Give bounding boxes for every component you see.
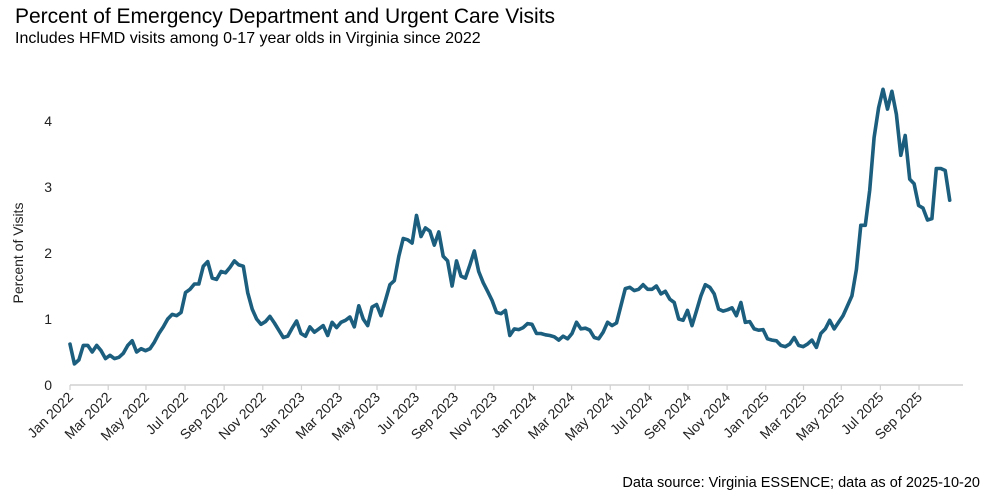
data-source-note: Data source: Virginia ESSENCE; data as o…: [622, 475, 980, 491]
y-tick-label: 2: [44, 245, 52, 261]
y-tick-label: 1: [44, 311, 52, 327]
y-axis-title: Percent of Visits: [10, 203, 26, 304]
series-line: [68, 87, 952, 366]
y-tick-label: 4: [44, 113, 52, 129]
y-tick-label: 0: [44, 377, 52, 393]
data-points: [70, 89, 950, 364]
chart-subtitle: Includes HFMD visits among 0-17 year old…: [15, 30, 481, 47]
y-axis-ticks: 0 1 2 3 4: [44, 113, 52, 393]
chart-title: Percent of Emergency Department and Urge…: [15, 5, 556, 28]
y-tick-label: 3: [44, 179, 52, 195]
